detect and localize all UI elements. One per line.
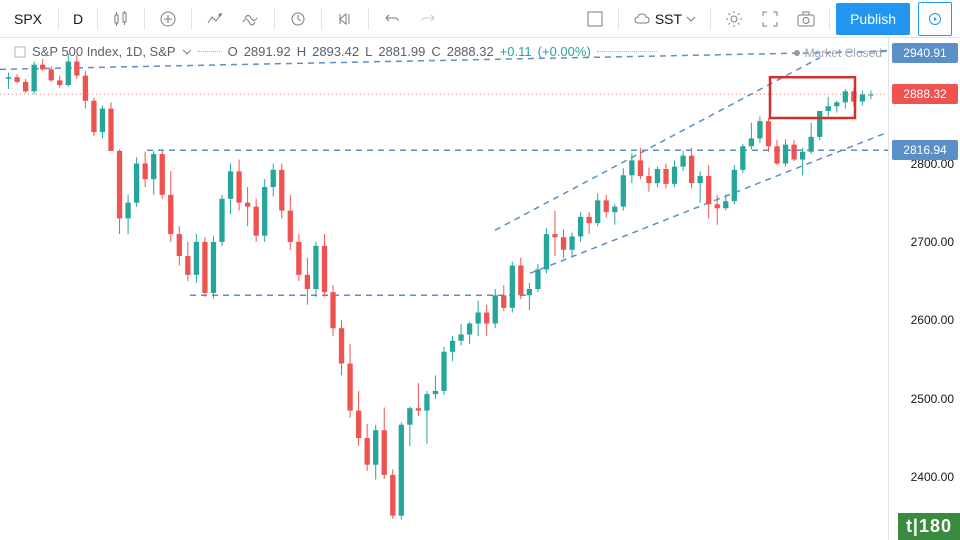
ytick: 2400.00 bbox=[911, 470, 954, 484]
publish-button[interactable]: Publish bbox=[836, 3, 910, 35]
redo-icon[interactable] bbox=[411, 2, 445, 36]
templates-icon[interactable] bbox=[234, 2, 268, 36]
watermark-logo: t|180 bbox=[898, 513, 960, 540]
top-toolbar: SPX D SST Publish bbox=[0, 0, 960, 38]
price-label: 2940.91 bbox=[892, 43, 958, 63]
symbol-button[interactable]: SPX bbox=[4, 11, 52, 27]
candles-icon[interactable] bbox=[104, 2, 138, 36]
market-status: Market Closed bbox=[794, 46, 882, 60]
ytick: 2600.00 bbox=[911, 313, 954, 327]
chart-pane[interactable]: S&P 500 Index, 1D, S&P O2891.92 H2893.42… bbox=[0, 38, 888, 540]
indicators-icon[interactable] bbox=[198, 2, 232, 36]
interval-button[interactable]: D bbox=[65, 11, 91, 27]
alert-icon[interactable] bbox=[281, 2, 315, 36]
ytick: 2700.00 bbox=[911, 235, 954, 249]
ytick: 2500.00 bbox=[911, 392, 954, 406]
cloud-icon bbox=[633, 12, 651, 26]
replay-icon[interactable] bbox=[328, 2, 362, 36]
undo-icon[interactable] bbox=[375, 2, 409, 36]
save-layout-label: SST bbox=[655, 11, 682, 27]
chart-svg bbox=[0, 38, 888, 540]
save-layout-button[interactable]: SST bbox=[625, 11, 704, 27]
price-label: 2816.94 bbox=[892, 140, 958, 160]
screenshot-icon[interactable] bbox=[789, 2, 823, 36]
chevron-down-icon bbox=[686, 16, 696, 22]
compare-icon[interactable] bbox=[151, 2, 185, 36]
play-button[interactable] bbox=[918, 2, 952, 36]
layout-icon[interactable] bbox=[578, 2, 612, 36]
fullscreen-icon[interactable] bbox=[753, 2, 787, 36]
price-label: 2888.32 bbox=[892, 84, 958, 104]
price-axis[interactable]: 2400.002500.002600.002700.002800.002940.… bbox=[888, 38, 960, 540]
chart-legend: S&P 500 Index, 1D, S&P O2891.92 H2893.42… bbox=[14, 44, 657, 59]
settings-icon[interactable] bbox=[717, 2, 751, 36]
